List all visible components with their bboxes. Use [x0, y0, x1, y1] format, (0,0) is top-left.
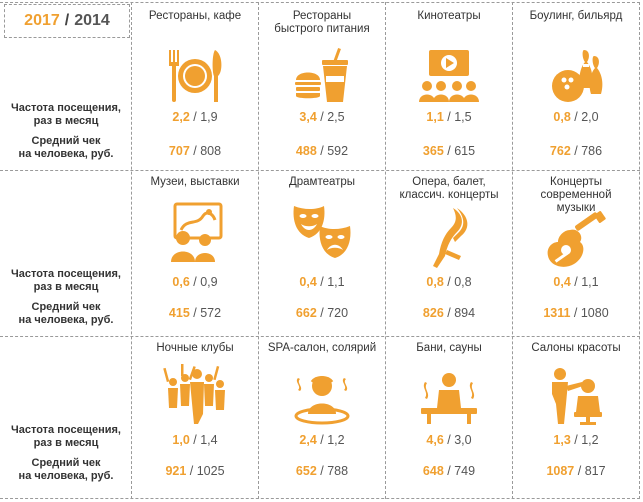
category-beauty-salons: Салоны красоты 1,3 / 1,2 1087 / 817: [513, 342, 639, 496]
years-legend: 2017 / 2014: [4, 4, 130, 38]
category-museums: Музеи, выставки 0,6 / 0,9 415 / 572: [132, 176, 258, 334]
row-label-avg-check: Средний чек на человека, руб.: [18, 135, 114, 160]
divider: [639, 2, 640, 499]
visit-frequency: 4,6 / 3,0: [426, 433, 472, 447]
category-modern-concerts: Концерты современной музыки 0,4 / 1,1 131…: [513, 176, 639, 334]
average-check: 648 / 749: [422, 464, 476, 478]
row-label-frequency: Частота посещения, раз в месяц: [11, 102, 121, 127]
ballet-icon: [433, 208, 468, 268]
category-title: Концерты современной музыки: [540, 176, 612, 214]
visit-frequency: 3,4 / 2,5: [299, 110, 345, 124]
category-title: Драмтеатры: [288, 176, 356, 188]
year-current: 2017: [24, 12, 60, 29]
row-label-avg-check: Средний чек на человека, руб.: [18, 457, 114, 482]
category-title: Рестораны быстрого питания: [274, 10, 370, 35]
average-check: 365 / 615: [422, 144, 476, 158]
guitar-icon: [547, 211, 606, 267]
category-cinemas: Кинотеатры 1,1 / 1,5 365 / 615: [386, 10, 512, 168]
divider: [0, 336, 640, 337]
category-title: Боулинг, бильярд: [529, 10, 623, 22]
category-bowling: Боулинг, бильярд 0,8 / 2,0 762 / 786: [513, 10, 639, 168]
average-check: 1087 / 817: [546, 464, 606, 478]
average-check: 707 / 808: [168, 144, 222, 158]
visit-frequency: 1,1 / 1,5: [426, 110, 472, 124]
category-title: Ночные клубы: [156, 342, 234, 354]
category-opera-ballet: Опера, балет, классич. концерты 0,8 / 0,8…: [386, 176, 512, 334]
average-check: 662 / 720: [295, 306, 349, 320]
museum-painting-icon: [171, 202, 223, 262]
visit-frequency: 1,3 / 1,2: [553, 433, 599, 447]
category-title: Опера, балет, классич. концерты: [399, 176, 499, 201]
spa-icon: [294, 376, 350, 425]
visit-frequency: 0,6 / 0,9: [172, 275, 218, 289]
divider: [131, 2, 132, 499]
category-title: Музеи, выставки: [150, 176, 240, 188]
category-title: Салоны красоты: [531, 342, 621, 354]
cinema-icon: [419, 50, 479, 102]
sauna-icon: [421, 373, 477, 424]
divider: [0, 170, 640, 171]
category-title: Рестораны, кафе: [148, 10, 242, 22]
category-title: SPA-салон, солярий: [267, 342, 377, 354]
divider: [512, 2, 513, 499]
fast-food-icon: [295, 48, 348, 102]
visit-frequency: 1,0 / 1,4: [172, 433, 218, 447]
average-check: 826 / 894: [422, 306, 476, 320]
visit-frequency: 0,4 / 1,1: [299, 275, 345, 289]
visit-frequency: 0,4 / 1,1: [553, 275, 599, 289]
average-check: 762 / 786: [549, 144, 603, 158]
category-restaurants: Рестораны, кафе 2,2 / 1,9 707 / 808: [132, 10, 258, 168]
year-separator: /: [64, 12, 70, 29]
category-night-clubs: Ночные клубы 1,0 / 1,4 921 / 1025: [132, 342, 258, 496]
year-previous: 2014: [74, 12, 110, 29]
theatre-masks-icon: [293, 206, 351, 258]
category-saunas: Бани, сауны 4,6 / 3,0 648 / 749: [386, 342, 512, 496]
divider: [258, 2, 259, 499]
row-label-avg-check: Средний чек на человека, руб.: [18, 301, 114, 326]
average-check: 1311 / 1080: [543, 306, 609, 320]
average-check: 921 / 1025: [165, 464, 225, 478]
visit-frequency: 0,8 / 0,8: [426, 275, 472, 289]
bowling-icon: [552, 50, 603, 102]
category-title: Бани, сауны: [416, 342, 482, 354]
average-check: 488 / 592: [295, 144, 349, 158]
category-spa: SPA-салон, солярий 2,4 / 1,2 652 / 788: [259, 342, 385, 496]
category-drama-theatres: Драмтеатры 0,4 / 1,1 662 / 720: [259, 176, 385, 334]
divider: [385, 2, 386, 499]
plate-cutlery-icon: [169, 50, 222, 102]
category-fast-food: Рестораны быстрого питания 3,4 / 2,5 488 …: [259, 10, 385, 168]
visit-frequency: 2,2 / 1,9: [172, 110, 218, 124]
divider: [0, 498, 640, 499]
row-label-frequency: Частота посещения, раз в месяц: [11, 424, 121, 449]
average-check: 652 / 788: [295, 464, 349, 478]
category-title: Кинотеатры: [417, 10, 481, 22]
row-label-frequency: Частота посещения, раз в месяц: [11, 268, 121, 293]
visit-frequency: 2,4 / 1,2: [299, 433, 345, 447]
hair-salon-icon: [552, 368, 602, 425]
visit-frequency: 0,8 / 2,0: [553, 110, 599, 124]
nightclub-crowd-icon: [163, 364, 225, 424]
average-check: 415 / 572: [168, 306, 222, 320]
divider: [0, 2, 640, 3]
